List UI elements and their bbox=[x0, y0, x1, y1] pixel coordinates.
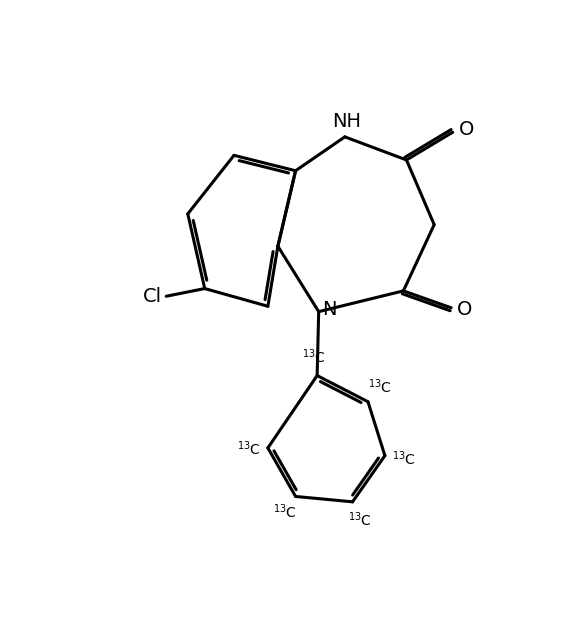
Text: Cl: Cl bbox=[142, 287, 162, 306]
Text: $^{13}$C: $^{13}$C bbox=[392, 449, 416, 468]
Text: O: O bbox=[459, 120, 474, 139]
Text: $^{13}$C: $^{13}$C bbox=[273, 503, 296, 522]
Text: O: O bbox=[457, 300, 472, 319]
Text: $^{13}$C: $^{13}$C bbox=[347, 511, 372, 529]
Text: NH: NH bbox=[332, 112, 361, 131]
Text: N: N bbox=[322, 300, 337, 319]
Text: $^{13}$C: $^{13}$C bbox=[368, 378, 392, 396]
Text: $^{13}$C: $^{13}$C bbox=[302, 348, 325, 366]
Text: $^{13}$C: $^{13}$C bbox=[237, 439, 261, 458]
